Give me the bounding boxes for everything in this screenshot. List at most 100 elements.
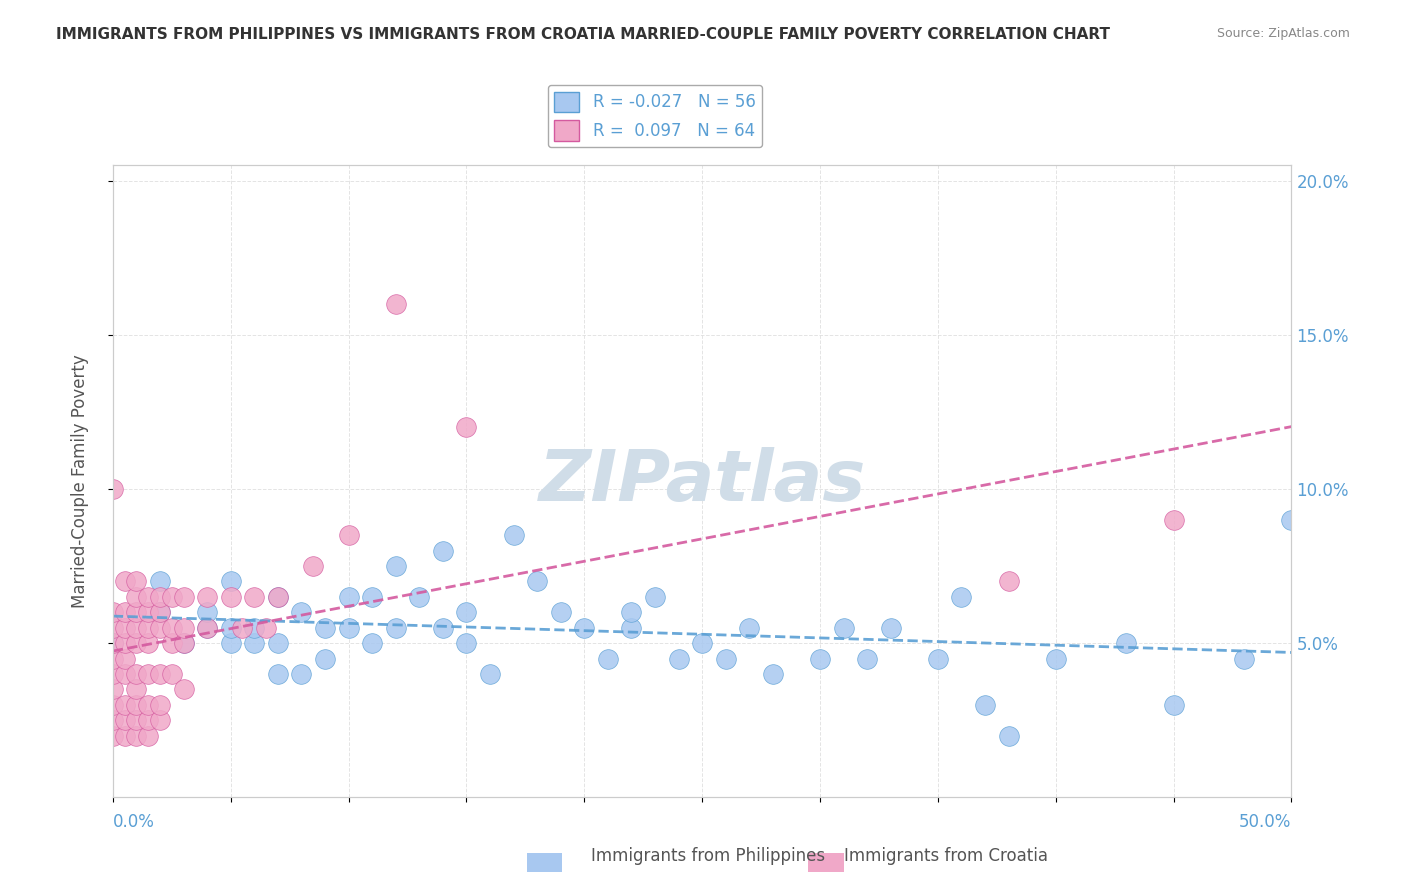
Point (219, 590, 242, 604)
Point (125, 590, 148, 604)
Point (432, 543, 454, 558)
Point (254, 621, 277, 635)
Point (384, 297, 406, 311)
Text: 0.0%: 0.0% (112, 813, 155, 831)
Point (173, 682, 195, 697)
Point (173, 621, 195, 635)
Point (219, 636, 242, 650)
Point (856, 651, 879, 665)
Point (114, 605, 136, 619)
Point (337, 528, 360, 542)
Point (114, 574, 136, 589)
Point (101, 605, 124, 619)
Point (432, 621, 454, 635)
Point (101, 636, 124, 650)
Point (361, 590, 384, 604)
Point (574, 621, 596, 635)
Point (125, 698, 148, 712)
Point (337, 590, 360, 604)
Point (173, 636, 195, 650)
Point (243, 636, 266, 650)
Point (1115, 636, 1137, 650)
Text: Immigrants from Philippines: Immigrants from Philippines (591, 847, 825, 865)
Point (267, 590, 290, 604)
Text: ZIPatlas: ZIPatlas (538, 447, 866, 516)
Point (762, 667, 785, 681)
Point (456, 420, 478, 434)
Point (620, 605, 643, 619)
Point (243, 590, 266, 604)
Point (1045, 651, 1067, 665)
Point (456, 605, 478, 619)
Point (408, 590, 430, 604)
Point (267, 590, 290, 604)
Point (231, 621, 253, 635)
Point (125, 636, 148, 650)
Point (195, 605, 218, 619)
Point (195, 621, 218, 635)
Point (950, 590, 973, 604)
Point (1163, 698, 1185, 712)
Point (219, 621, 242, 635)
Point (690, 636, 713, 650)
Point (384, 559, 406, 574)
Point (808, 651, 831, 665)
Point (101, 482, 124, 496)
Point (149, 621, 172, 635)
Point (267, 636, 290, 650)
Point (160, 636, 183, 650)
Point (997, 729, 1019, 743)
Point (125, 621, 148, 635)
Point (125, 729, 148, 743)
Point (290, 667, 312, 681)
Point (101, 667, 124, 681)
Point (136, 590, 159, 604)
Point (173, 636, 195, 650)
Y-axis label: Married-Couple Family Poverty: Married-Couple Family Poverty (72, 354, 89, 608)
Point (160, 667, 183, 681)
Point (243, 621, 266, 635)
Point (149, 605, 172, 619)
Point (149, 574, 172, 589)
Point (620, 621, 643, 635)
Point (136, 621, 159, 635)
Text: Immigrants from Croatia: Immigrants from Croatia (844, 847, 1047, 865)
Point (1281, 513, 1303, 527)
Point (173, 590, 195, 604)
Point (125, 667, 148, 681)
Point (149, 590, 172, 604)
Point (337, 621, 360, 635)
Point (149, 713, 172, 727)
Point (456, 636, 478, 650)
Point (714, 651, 737, 665)
Point (149, 698, 172, 712)
Point (974, 698, 997, 712)
Point (136, 698, 159, 712)
Text: IMMIGRANTS FROM PHILIPPINES VS IMMIGRANTS FROM CROATIA MARRIED-COUPLE FAMILY POV: IMMIGRANTS FROM PHILIPPINES VS IMMIGRANT… (56, 27, 1111, 42)
Point (361, 636, 384, 650)
Point (101, 651, 124, 665)
Point (114, 636, 136, 650)
Point (384, 621, 406, 635)
Point (101, 729, 124, 743)
Point (880, 621, 903, 635)
Point (314, 651, 336, 665)
Point (267, 667, 290, 681)
Point (832, 621, 855, 635)
Point (136, 605, 159, 619)
FancyBboxPatch shape (804, 851, 846, 874)
Point (114, 621, 136, 635)
Point (195, 590, 218, 604)
Point (160, 621, 183, 635)
Point (101, 713, 124, 727)
Point (136, 636, 159, 650)
Text: Source: ZipAtlas.com: Source: ZipAtlas.com (1216, 27, 1350, 40)
Point (997, 574, 1019, 589)
Point (644, 590, 666, 604)
Text: 50.0%: 50.0% (1239, 813, 1292, 831)
Point (479, 667, 502, 681)
Point (136, 667, 159, 681)
Point (114, 713, 136, 727)
Point (114, 729, 136, 743)
Point (114, 698, 136, 712)
